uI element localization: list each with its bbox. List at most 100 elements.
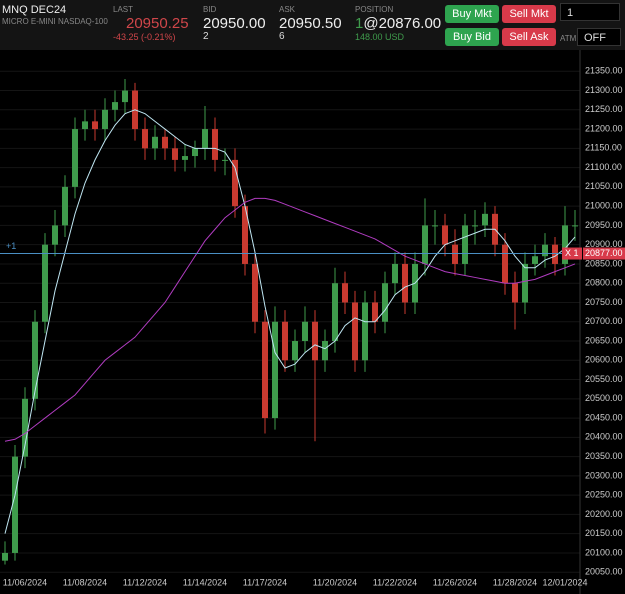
candle-body bbox=[472, 225, 478, 227]
y-tick-label: 21150.00 bbox=[585, 143, 622, 153]
symbol[interactable]: MNQ DEC24 bbox=[2, 4, 67, 16]
candle-body bbox=[402, 263, 408, 303]
candle-body bbox=[532, 256, 538, 264]
candle-body bbox=[542, 244, 548, 257]
candle-body bbox=[322, 341, 328, 361]
candle-body bbox=[222, 159, 228, 161]
change: -43.25 (-0.21%) bbox=[113, 32, 176, 42]
x-tick-label: 11/22/2024 bbox=[373, 577, 417, 587]
x-tick-label: 11/12/2024 bbox=[123, 577, 167, 587]
y-tick-label: 21200.00 bbox=[585, 123, 623, 133]
y-tick-label: 21250.00 bbox=[585, 104, 623, 114]
y-tick-label: 20100.00 bbox=[585, 547, 623, 557]
y-tick-label: 20350.00 bbox=[585, 451, 623, 461]
candle-body bbox=[22, 398, 28, 457]
atm-select[interactable]: OFF bbox=[577, 28, 621, 46]
candle-body bbox=[442, 225, 448, 245]
candle-body bbox=[172, 148, 178, 160]
x-tick-label: 11/26/2024 bbox=[433, 577, 477, 587]
ask: 20950.50 bbox=[279, 15, 342, 32]
position: 1@20876.00 bbox=[355, 15, 441, 32]
bid-label: BID bbox=[203, 5, 217, 14]
candle-body bbox=[122, 90, 128, 103]
description: MICRO E-MINI NASDAQ-100 bbox=[2, 17, 108, 26]
candle-body bbox=[552, 244, 558, 264]
candle-body bbox=[92, 121, 98, 130]
candle-body bbox=[72, 129, 78, 187]
moving-average bbox=[4, 109, 576, 534]
candle-body bbox=[52, 225, 58, 245]
moving-average bbox=[4, 197, 576, 442]
candle-body bbox=[182, 156, 188, 160]
position-label-bg bbox=[583, 247, 625, 260]
y-tick-label: 20700.00 bbox=[585, 316, 623, 326]
candle-body bbox=[372, 302, 378, 322]
last-label: LAST bbox=[113, 5, 134, 14]
candle-body bbox=[332, 283, 338, 342]
y-tick-label: 20450.00 bbox=[585, 412, 623, 422]
y-tick-label: 20050.00 bbox=[585, 567, 623, 577]
y-tick-label: 20650.00 bbox=[585, 335, 623, 345]
candle-body bbox=[422, 225, 428, 264]
candle-body bbox=[202, 129, 208, 149]
y-tick-label: 20250.00 bbox=[585, 490, 623, 500]
candle-body bbox=[292, 341, 298, 361]
sell-mkt-button[interactable]: Sell Mkt bbox=[502, 5, 556, 23]
candle-body bbox=[2, 552, 8, 561]
y-tick-label: 20550.00 bbox=[585, 374, 623, 384]
quantity-input[interactable]: 1 bbox=[560, 3, 620, 21]
candle-body bbox=[452, 244, 458, 264]
candle-body bbox=[392, 263, 398, 284]
y-tick-label: 20750.00 bbox=[585, 297, 623, 307]
y-tick-label: 20900.00 bbox=[585, 239, 623, 249]
candle-body bbox=[242, 206, 248, 264]
sell-ask-button[interactable]: Sell Ask bbox=[502, 28, 556, 46]
position-label: POSITION bbox=[355, 5, 394, 14]
candle-body bbox=[312, 321, 318, 361]
position-label: 20877.00 bbox=[585, 248, 623, 258]
chart: 20050.00 20100.00 20150.00 20200.00 20250.00… bbox=[0, 50, 625, 594]
pnl: 148.00 USD bbox=[355, 32, 405, 42]
bid: 20950.00 bbox=[203, 15, 266, 32]
candle-body bbox=[162, 136, 168, 149]
buy-bid-button[interactable]: Buy Bid bbox=[445, 28, 499, 46]
candle-body bbox=[342, 283, 348, 303]
last: 20950.25 bbox=[126, 15, 189, 32]
ask-size: 6 bbox=[279, 31, 285, 42]
candle-body bbox=[142, 129, 148, 149]
candle-body bbox=[42, 244, 48, 322]
position-marker: X 1 bbox=[565, 248, 579, 258]
candle-body bbox=[502, 244, 508, 284]
y-tick-label: 20600.00 bbox=[585, 355, 623, 365]
position-price: @20876.00 bbox=[363, 15, 442, 32]
y-tick-label: 21100.00 bbox=[585, 162, 622, 172]
candle-body bbox=[112, 102, 118, 110]
candle-body bbox=[232, 159, 238, 207]
candle-body bbox=[32, 321, 38, 399]
x-tick-label: 11/06/2024 bbox=[3, 577, 47, 587]
atm-label: ATM bbox=[560, 34, 577, 43]
y-tick-label: 20950.00 bbox=[585, 220, 623, 230]
x-tick-label: 11/20/2024 bbox=[313, 577, 357, 587]
buy-mkt-button[interactable]: Buy Mkt bbox=[445, 5, 499, 23]
candle-body bbox=[152, 136, 158, 149]
header: MNQ DEC24 MICRO E-MINI NASDAQ-100 LAST 2… bbox=[0, 0, 625, 50]
y-tick-label: 20150.00 bbox=[585, 528, 623, 538]
candle-body bbox=[192, 148, 198, 157]
candle-body bbox=[432, 225, 438, 227]
candle-body bbox=[482, 213, 488, 226]
candle-body bbox=[572, 225, 578, 227]
y-tick-label: 20800.00 bbox=[585, 278, 623, 288]
candle-body bbox=[262, 321, 268, 419]
y-tick-label: 21350.00 bbox=[585, 66, 623, 76]
y-tick-label: 20300.00 bbox=[585, 470, 623, 480]
y-tick-label: 20200.00 bbox=[585, 509, 623, 519]
y-tick-label: 20400.00 bbox=[585, 432, 623, 442]
candle-body bbox=[302, 321, 308, 342]
bid-size: 2 bbox=[203, 31, 209, 42]
candle-body bbox=[362, 302, 368, 361]
position-qty: 1 bbox=[355, 15, 364, 32]
x-tick-label: 11/28/2024 bbox=[493, 577, 537, 587]
x-tick-label: 12/01/2024 bbox=[542, 577, 587, 587]
